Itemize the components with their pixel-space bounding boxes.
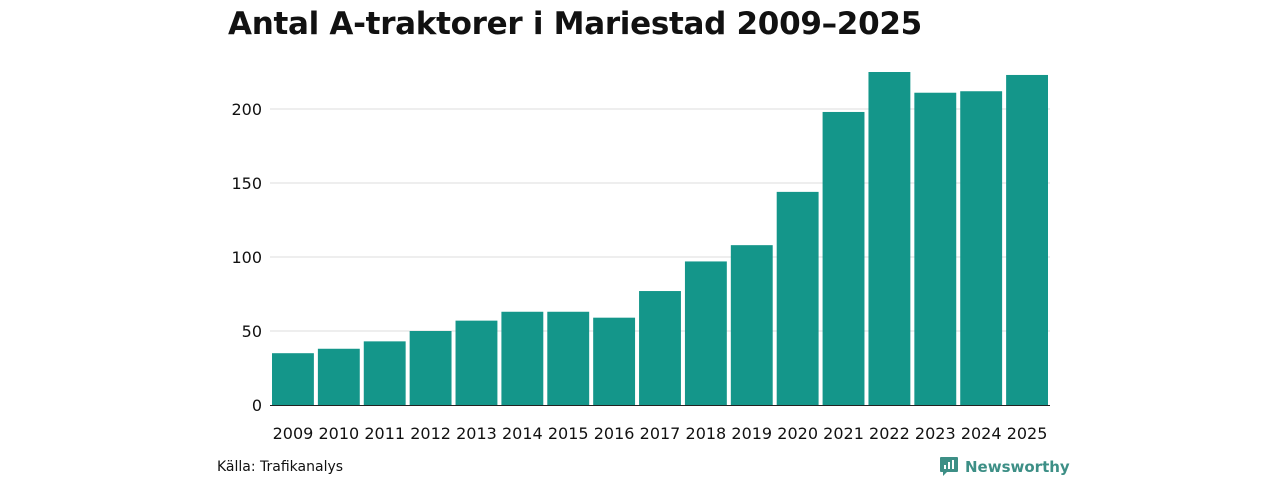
y-tick-label: 100 — [231, 248, 262, 267]
x-axis-ticks: 2009 2010 2011 2012 2013 2014 2015 2016 2017 2018… — [273, 424, 1048, 443]
bar-2020 — [776, 191, 819, 405]
brand-name: Newsworthy — [965, 457, 1070, 476]
y-tick-label: 200 — [231, 100, 262, 119]
brand-logo: Newsworthy — [939, 456, 1070, 477]
bar-2009 — [272, 353, 314, 405]
y-tick-label: 50 — [242, 322, 262, 341]
bar-2013 — [455, 320, 498, 405]
bar-2024 — [960, 91, 1003, 406]
bar-2025 — [1006, 74, 1048, 406]
x-tick-label: 2021 — [823, 424, 864, 443]
x-tick-label: 2017 — [640, 424, 681, 443]
bar-2010 — [317, 348, 360, 405]
bar-2022 — [868, 72, 911, 405]
x-tick-label: 2018 — [686, 424, 727, 443]
bar-2021 — [822, 111, 865, 406]
x-tick-label: 2013 — [456, 424, 497, 443]
x-tick-label: 2023 — [915, 424, 956, 443]
x-tick-label: 2011 — [364, 424, 405, 443]
x-tick-label: 2016 — [594, 424, 635, 443]
x-tick-label: 2025 — [1007, 424, 1048, 443]
x-tick-label: 2024 — [961, 424, 1002, 443]
x-tick-label: 2022 — [869, 424, 910, 443]
x-tick-label: 2014 — [502, 424, 543, 443]
x-tick-label: 2015 — [548, 424, 589, 443]
bar-2017 — [639, 291, 681, 405]
bar-2023 — [914, 92, 957, 405]
newsworthy-logo-icon — [940, 457, 958, 476]
x-tick-label: 2012 — [410, 424, 451, 443]
y-tick-label: 150 — [231, 174, 262, 193]
x-tick-label: 2020 — [777, 424, 818, 443]
bar-2014 — [501, 311, 544, 405]
bar-2015 — [547, 311, 590, 405]
source-note: Källa: Trafikanalys — [217, 459, 344, 475]
bar-2018 — [684, 261, 727, 405]
chart-title: Antal A-traktorer i Mariestad 2009–2025 — [228, 6, 922, 42]
y-tick-label: 0 — [252, 396, 262, 415]
x-tick-label: 2019 — [731, 424, 772, 443]
bar-2011 — [363, 341, 406, 405]
bar-2012 — [409, 331, 452, 405]
bars — [272, 72, 1048, 406]
bar-2016 — [593, 317, 636, 405]
y-axis-ticks: 0 50 100 150 200 — [231, 100, 262, 415]
bar-2019 — [730, 245, 773, 405]
x-tick-label: 2009 — [273, 424, 314, 443]
x-tick-label: 2010 — [318, 424, 359, 443]
